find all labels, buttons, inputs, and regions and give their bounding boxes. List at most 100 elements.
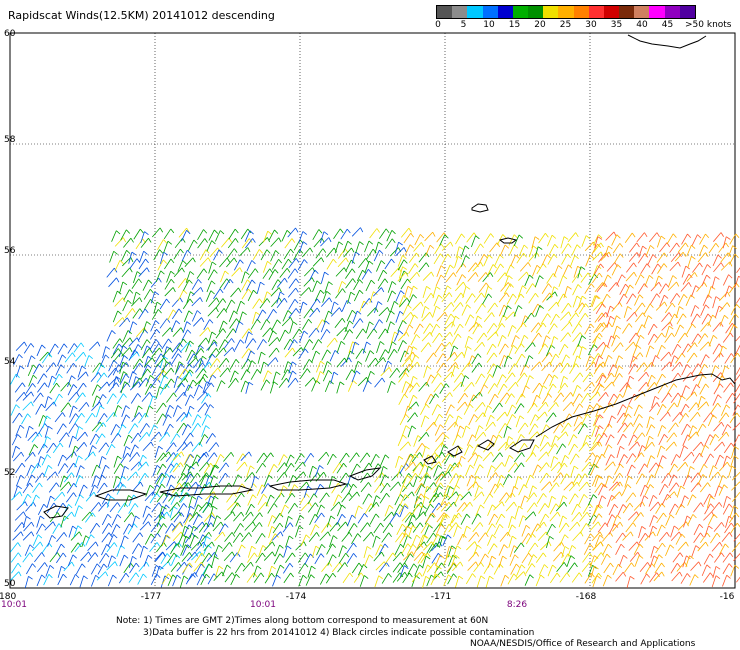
- wind-barb-central: [513, 542, 522, 553]
- wind-barb-feather: [414, 412, 418, 418]
- wind-barb-central: [409, 382, 418, 393]
- wind-barb-feather: [608, 245, 613, 250]
- wind-barb-feather: [496, 365, 502, 369]
- wind-barb-west: [67, 554, 74, 567]
- wind-barb-west: [52, 523, 60, 534]
- wind-barb-feather: [382, 357, 386, 363]
- wind-barb-east: [611, 234, 618, 246]
- wind-barb-feather: [412, 525, 417, 529]
- wind-barb-feather: [633, 272, 637, 277]
- legend-color-13: [634, 6, 650, 18]
- wind-barb-feather: [117, 502, 121, 507]
- wind-barb-central: [574, 302, 583, 313]
- wind-barb-feather: [369, 350, 375, 355]
- wind-barb-feather: [544, 411, 548, 417]
- wind-barb-south-central: [203, 463, 211, 474]
- wind-barb-central: [468, 414, 475, 426]
- wind-barb-west: [198, 461, 208, 472]
- wind-barb-central: [461, 304, 468, 316]
- wind-barb-central: [595, 384, 602, 396]
- legend-label-9: 45: [661, 20, 674, 30]
- wind-barb-west: [176, 473, 185, 484]
- wind-barb-central: [408, 252, 417, 263]
- wind-barb-east: [612, 521, 621, 532]
- wind-barb-feather: [673, 491, 677, 497]
- wind-barb-west: [12, 531, 22, 541]
- wind-barb-feather: [727, 291, 731, 297]
- wind-barb-west: [63, 561, 73, 572]
- wind-barb-feather: [352, 483, 357, 489]
- wind-barb-feather: [576, 385, 582, 389]
- wind-barb-north-central: [320, 297, 330, 307]
- wind-barb-west: [172, 405, 178, 417]
- wind-barb-feather: [62, 454, 67, 459]
- wind-barb-feather: [95, 433, 100, 438]
- wind-barb-feather: [292, 475, 297, 479]
- wind-barb-feather: [84, 431, 88, 437]
- wind-barb-feather: [682, 313, 687, 318]
- wind-barb-feather: [134, 444, 139, 449]
- wind-barb-east: [632, 423, 640, 435]
- wind-barb-central: [465, 464, 471, 477]
- wind-barb-feather: [91, 412, 96, 418]
- wind-barb-feather: [248, 532, 252, 537]
- wind-barb-north-central: [346, 310, 353, 322]
- wind-barb-north-central: [193, 348, 202, 359]
- wind-barb-feather: [453, 501, 457, 507]
- wind-barb-east: [682, 555, 687, 568]
- wind-barb-west: [36, 344, 43, 357]
- wind-barb-south-central: [229, 552, 238, 563]
- wind-barb-west: [173, 376, 178, 388]
- wind-barb-east: [629, 356, 634, 368]
- wind-barb-central: [475, 303, 483, 314]
- wind-barb-central: [404, 461, 414, 472]
- wind-barb-feather: [532, 485, 537, 490]
- wind-barb-feather: [715, 575, 721, 580]
- wind-barb-east: [611, 335, 617, 347]
- wind-barb-west: [98, 501, 107, 512]
- wind-barb-feather: [117, 514, 122, 519]
- wind-barb-feather: [402, 434, 407, 439]
- wind-barb-feather: [312, 465, 317, 470]
- wind-barb-feather: [601, 495, 607, 500]
- wind-barb-feather: [328, 370, 333, 375]
- wind-barb-feather: [133, 523, 138, 528]
- wind-barb-west: [76, 382, 84, 394]
- wind-barb-south-central: [369, 513, 377, 525]
- wind-barb-east: [602, 574, 609, 587]
- wind-barb-north-central: [170, 320, 177, 332]
- wind-barb-north-central: [310, 298, 318, 310]
- wind-barb-feather: [403, 259, 408, 264]
- wind-barb-east: [608, 282, 617, 292]
- wind-barb-feather: [71, 561, 75, 567]
- wind-barb-feather: [478, 485, 483, 490]
- wind-barb-west: [164, 463, 172, 475]
- wind-barb-feather: [723, 484, 728, 489]
- wind-barb-feather: [419, 323, 424, 328]
- wind-barb-west: [142, 441, 152, 452]
- wind-barb-feather: [402, 485, 408, 489]
- wind-barb-feather: [677, 343, 682, 349]
- wind-barb-feather: [704, 333, 709, 338]
- wind-barb-north-central: [178, 227, 187, 238]
- wind-barb-feather: [719, 383, 724, 388]
- wind-barb-north-central: [221, 237, 230, 248]
- wind-barb-feather: [502, 374, 507, 379]
- wind-barb-west: [182, 363, 190, 375]
- wind-barb-feather: [404, 503, 409, 508]
- wind-barb-feather: [490, 451, 494, 457]
- wind-barb-central: [525, 533, 533, 545]
- wind-barb-feather: [333, 301, 339, 306]
- wind-barb-feather: [553, 253, 558, 259]
- wind-barb-feather: [127, 299, 132, 305]
- wind-barb-north-central: [281, 258, 289, 270]
- wind-barb-central: [527, 542, 536, 554]
- wind-barb-central: [413, 242, 422, 252]
- wind-barb-east: [603, 355, 609, 367]
- wind-barb-north-central: [278, 378, 287, 389]
- wind-barb-central: [444, 264, 451, 277]
- wind-barb-feather: [136, 337, 140, 343]
- wind-barb-west: [75, 392, 83, 403]
- wind-barb-north-central: [258, 237, 268, 247]
- wind-barb-feather: [117, 290, 122, 295]
